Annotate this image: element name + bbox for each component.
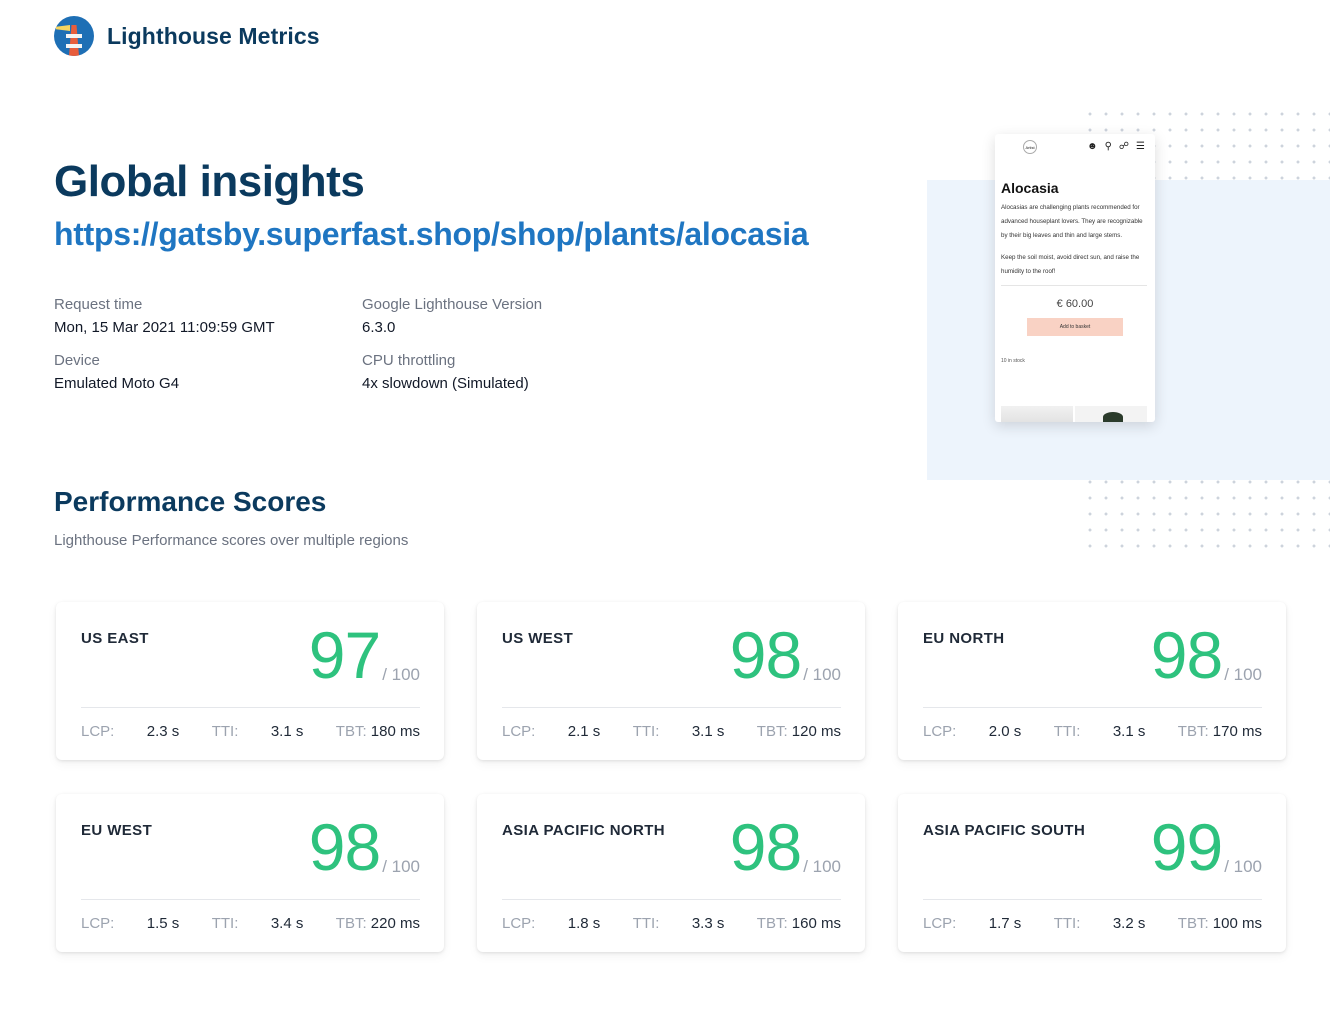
score-card-eu-west[interactable]: EU WEST 98 / 100 LCP: 1.5 s TTI: 3.4 s T… (56, 794, 444, 952)
header: Lighthouse Metrics (54, 16, 320, 56)
meta-lighthouse-version: Google Lighthouse Version 6.3.0 (362, 296, 662, 336)
stat-tti: TTI: (211, 723, 239, 740)
score-out-of: / 100 (1224, 665, 1262, 684)
score-value: 97 (308, 618, 381, 692)
lighthouse-logo-icon[interactable] (54, 16, 94, 56)
region-name: EU WEST (81, 822, 153, 839)
stat-lcp: LCP: (923, 915, 957, 932)
preview-stock: 10 in stock (1001, 358, 1025, 364)
stat-lcp: LCP: (923, 723, 957, 740)
test-meta: Request time Mon, 15 Mar 2021 11:09:59 G… (54, 296, 662, 392)
score-card-asia-pacific-south[interactable]: ASIA PACIFIC SOUTH 99 / 100 LCP: 1.7 s T… (898, 794, 1286, 952)
meta-label: Device (54, 352, 100, 369)
score-out-of: / 100 (382, 665, 420, 684)
tbt-value: 170 ms (1212, 723, 1262, 740)
score-out-of: / 100 (803, 857, 841, 876)
lcp-value: 2.1 s (567, 723, 601, 740)
tti-value: 3.4 s (270, 915, 304, 932)
stat-tti: TTI: (1053, 723, 1081, 740)
score-card-us-west[interactable]: US WEST 98 / 100 LCP: 2.1 s TTI: 3.1 s T… (477, 602, 865, 760)
tbt-value: 220 ms (370, 915, 420, 932)
performance-subtitle: Lighthouse Performance scores over multi… (54, 532, 409, 549)
stat-tti: TTI: (211, 915, 239, 932)
tti-value: 3.1 s (1112, 723, 1146, 740)
preview-description: Alocasias are challenging plants recomme… (1001, 204, 1143, 239)
preview-logo: Artist (1023, 140, 1037, 154)
score-value: 98 (729, 810, 802, 884)
lcp-value: 1.7 s (988, 915, 1022, 932)
stat-tti: TTI: (1053, 915, 1081, 932)
meta-value: 4x slowdown (Simulated) (362, 375, 529, 392)
preview-image (1001, 406, 1073, 422)
tbt-value: 100 ms (1212, 915, 1262, 932)
meta-device: Device Emulated Moto G4 (54, 352, 362, 392)
preview-image (1075, 406, 1147, 422)
score-value: 99 (1150, 810, 1223, 884)
region-name: EU NORTH (923, 630, 1005, 647)
tti-value: 3.3 s (691, 915, 725, 932)
meta-value: Emulated Moto G4 (54, 375, 180, 392)
lcp-value: 1.8 s (567, 915, 601, 932)
preview-navbar: Artist ☻ ⚲ ☍ ☰ (995, 134, 1155, 164)
stat-tbt: TBT: 220 ms (335, 915, 420, 932)
tested-url-link[interactable]: https://gatsby.superfast.shop/shop/plant… (54, 216, 809, 252)
meta-cpu-throttling: CPU throttling 4x slowdown (Simulated) (362, 352, 662, 392)
meta-label: Google Lighthouse Version (362, 296, 543, 313)
meta-value: Mon, 15 Mar 2021 11:09:59 GMT (54, 319, 275, 336)
meta-request-time: Request time Mon, 15 Mar 2021 11:09:59 G… (54, 296, 362, 336)
cart-icon: ☍ (1118, 141, 1130, 152)
score-card-us-east[interactable]: US EAST 97 / 100 LCP: 2.3 s TTI: 3.1 s T… (56, 602, 444, 760)
menu-icon: ☰ (1136, 141, 1145, 152)
preview-price: € 60.00 (1056, 298, 1094, 310)
meta-label: Request time (54, 296, 143, 313)
region-name: ASIA PACIFIC SOUTH (923, 822, 1086, 839)
user-icon: ☻ (1087, 141, 1098, 152)
preview-add-button: Add to basket (1027, 318, 1123, 336)
preview-product-title: Alocasia (1001, 180, 1059, 196)
score-value: 98 (1150, 618, 1223, 692)
stat-tbt: TBT: 170 ms (1177, 723, 1262, 740)
meta-value: 6.3.0 (362, 319, 396, 336)
score-card-eu-north[interactable]: EU NORTH 98 / 100 LCP: 2.0 s TTI: 3.1 s … (898, 602, 1286, 760)
stat-tti: TTI: (632, 723, 660, 740)
score-out-of: / 100 (1224, 857, 1262, 876)
lcp-value: 1.5 s (146, 915, 180, 932)
stat-lcp: LCP: (502, 723, 536, 740)
tbt-value: 120 ms (791, 723, 841, 740)
lcp-value: 2.0 s (988, 723, 1022, 740)
meta-label: CPU throttling (362, 352, 456, 369)
stat-lcp: LCP: (81, 723, 115, 740)
stat-tbt: TBT: 160 ms (756, 915, 841, 932)
stat-tbt: TBT: 180 ms (335, 723, 420, 740)
stat-tbt: TBT: 100 ms (1177, 915, 1262, 932)
lcp-value: 2.3 s (146, 723, 180, 740)
stat-lcp: LCP: (502, 915, 536, 932)
page-screenshot-preview: Artist ☻ ⚲ ☍ ☰ Alocasia Alocasias are ch… (995, 134, 1155, 422)
score-out-of: / 100 (803, 665, 841, 684)
stat-lcp: LCP: (81, 915, 115, 932)
brand-name[interactable]: Lighthouse Metrics (107, 22, 320, 49)
region-name: US EAST (81, 630, 149, 647)
tbt-value: 160 ms (791, 915, 841, 932)
tti-value: 3.1 s (691, 723, 725, 740)
score-card-asia-pacific-north[interactable]: ASIA PACIFIC NORTH 98 / 100 LCP: 1.8 s T… (477, 794, 865, 952)
region-name: ASIA PACIFIC NORTH (502, 822, 666, 839)
stat-tbt: TBT: 120 ms (756, 723, 841, 740)
page-title: Global insights (54, 157, 365, 206)
stat-tti: TTI: (632, 915, 660, 932)
region-name: US WEST (502, 630, 574, 647)
score-value: 98 (729, 618, 802, 692)
search-icon: ⚲ (1104, 141, 1112, 152)
score-out-of: / 100 (382, 857, 420, 876)
tti-value: 3.1 s (270, 723, 304, 740)
preview-care: Keep the soil moist, avoid direct sun, a… (1001, 254, 1140, 275)
tti-value: 3.2 s (1112, 915, 1146, 932)
tbt-value: 180 ms (370, 723, 420, 740)
performance-title: Performance Scores (54, 486, 327, 517)
score-value: 98 (308, 810, 381, 884)
